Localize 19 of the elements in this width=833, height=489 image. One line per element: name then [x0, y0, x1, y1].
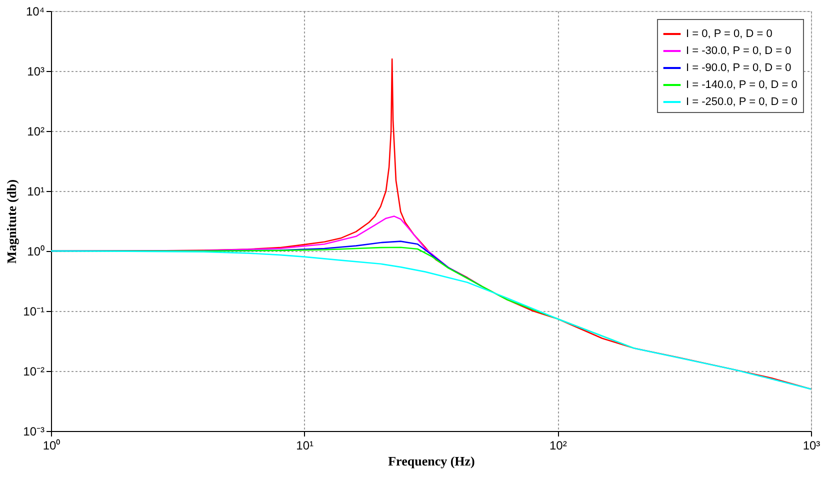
legend-label: I = -140.0, P = 0, D = 0	[686, 79, 798, 91]
y-tick-label: 10³	[27, 64, 45, 78]
y-tick-label: 10⁴	[26, 4, 44, 18]
y-tick-label: 10⁻³	[23, 424, 45, 438]
legend-label: I = 0, P = 0, D = 0	[686, 28, 772, 40]
y-tick-label: 10⁰	[27, 244, 44, 258]
x-tick-label: 10¹	[296, 438, 314, 452]
y-tick-label: 10²	[27, 124, 45, 138]
y-tick-label: 10⁻²	[23, 364, 45, 378]
legend-label: I = -30.0, P = 0, D = 0	[686, 45, 792, 57]
legend-label: I = -250.0, P = 0, D = 0	[686, 96, 798, 108]
x-axis-title: Frequency (Hz)	[388, 454, 475, 468]
y-tick-label: 10⁻¹	[23, 304, 45, 318]
y-axis-title: Magnitute (db)	[4, 179, 20, 264]
y-tick-label: 10¹	[27, 184, 45, 198]
x-tick-label: 10⁰	[42, 438, 60, 452]
x-tick-label: 10²	[549, 438, 567, 452]
x-tick-label: 10³	[802, 438, 820, 452]
legend-label: I = -90.0, P = 0, D = 0	[686, 62, 792, 74]
